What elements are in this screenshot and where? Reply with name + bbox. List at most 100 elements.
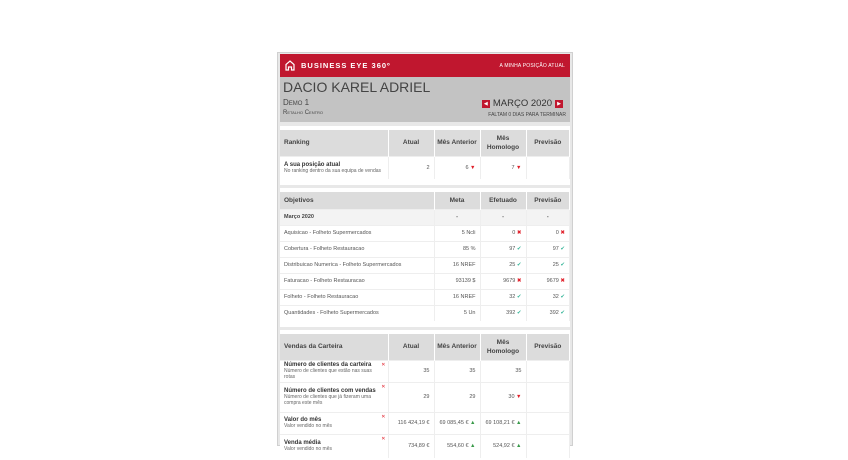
- col-atual: Atual: [388, 130, 435, 156]
- previsao-value: [526, 411, 570, 434]
- metric-subtitle: Número de clientes que estão nas suas ro…: [284, 368, 372, 380]
- efetuado-cell: 0 ✖: [480, 224, 527, 241]
- metric-cell: Número de clientes com vendas Número de c…: [280, 381, 389, 412]
- col-previsao: Previsão: [526, 130, 570, 156]
- table-row: A sua posição atual No ranking dentro da …: [280, 155, 570, 179]
- check-icon: ✔: [558, 294, 565, 300]
- home-icon: [285, 60, 295, 71]
- anterior-cell: 35: [434, 359, 481, 382]
- cross-icon: ✖: [515, 230, 522, 236]
- table-row: Cobertura - Folheto Restauracao 85 % 97 ✔ 9…: [280, 240, 570, 257]
- objective-label: Cobertura - Folheto Restauracao: [280, 240, 435, 257]
- metric-subtitle: Número de clientes que já fizeram uma co…: [284, 394, 371, 406]
- days-remaining: FALTAM 0 DIAS PARA TERMINAR: [488, 112, 566, 118]
- user-group: Demo 1: [283, 98, 310, 107]
- objective-label: Faturacao - Folheto Restauracao: [280, 272, 435, 289]
- col-previsao: Previsão: [526, 192, 570, 209]
- previsao-cell: 32 ✔: [526, 288, 570, 305]
- ranking-section: Ranking Atual Mês Anterior Mês Homologo …: [280, 126, 570, 185]
- table-row: Folheto - Folheto Restauracao 16 NREF 32 ✔…: [280, 288, 570, 305]
- meta-value: 93139 $: [434, 272, 481, 289]
- user-area: Retalho Centro: [283, 110, 324, 116]
- homologo-cell: 30 ▼: [480, 381, 527, 412]
- brand[interactable]: BUSINESS EYE 360º: [285, 60, 391, 71]
- ranking-table: Ranking Atual Mês Anterior Mês Homologo …: [280, 130, 570, 179]
- efetuado-value: 32: [509, 294, 516, 300]
- col-mes-anterior: Mês Anterior: [434, 334, 481, 360]
- table-row: Valor do mês Valor vendido no mês ✕ 116 424…: [280, 411, 570, 434]
- efetuado-value: 0: [512, 230, 516, 236]
- check-icon: ✔: [515, 262, 522, 268]
- previsao-cell: 392 ✔: [526, 304, 570, 321]
- my-position-link[interactable]: A MINHA POSIÇÃO ATUAL: [499, 62, 565, 69]
- table-row: Número de clientes da carteira Número de …: [280, 359, 570, 382]
- anterior-value: 69 085,45 €: [439, 420, 469, 426]
- homologo-value: 524,92 €: [493, 443, 515, 450]
- col-mes-anterior: Mês Anterior: [434, 130, 481, 156]
- col-ranking: Ranking: [280, 130, 389, 156]
- trend-up-icon: ▲: [514, 443, 522, 450]
- atual-value: 116 424,19 €: [388, 411, 435, 434]
- table-row: Faturacao - Folheto Restauracao 93139 $96…: [280, 272, 570, 289]
- next-month-button[interactable]: ▶: [555, 99, 563, 108]
- meta-value: 5 Ncli: [434, 224, 481, 241]
- objective-label: Folheto - Folheto Restauracao: [280, 288, 435, 305]
- previsao-value: 9679: [546, 278, 559, 284]
- trend-down-icon: ▼: [514, 394, 522, 400]
- cross-icon: ✖: [558, 278, 565, 284]
- period-label: Março 2020: [280, 208, 435, 225]
- trend-up-icon: ▲: [468, 443, 476, 450]
- metric-cell: Número de clientes da carteira Número de …: [280, 359, 389, 382]
- table-row: Distribuicao Numerica - Folheto Supermer…: [280, 256, 570, 273]
- metric-cell: Valor do mês Valor vendido no mês ✕: [280, 411, 389, 434]
- previsao-value: [526, 359, 570, 382]
- efetuado-cell: 25 ✔: [480, 256, 527, 273]
- prev-month-button[interactable]: ◀: [481, 99, 490, 108]
- anterior-value: 29: [469, 394, 476, 400]
- homologo-value: 7: [511, 164, 515, 171]
- efetuado-cell: 32 ✔: [480, 288, 527, 305]
- efetuado-cell: 9679 ✖: [480, 272, 527, 289]
- trend-up-icon: ▲: [468, 420, 476, 426]
- trend-down-icon: ▼: [516, 164, 522, 171]
- anterior-cell: 69 085,45 € ▲: [434, 411, 481, 434]
- anterior-value: 35: [469, 368, 476, 374]
- col-vendas: Vendas da Carteira: [280, 334, 389, 360]
- vendas-table: Vendas da Carteira Atual Mês Anterior Mê…: [280, 334, 570, 458]
- check-icon: ✔: [558, 246, 565, 252]
- anterior-value: 6: [465, 164, 469, 171]
- objetivos-section: Objetivos Meta Efetuado Previsão Março 2…: [280, 188, 570, 327]
- anterior-cell: 29: [434, 381, 481, 412]
- efetuado-value: 25: [509, 262, 516, 268]
- previsao-value: 0: [555, 230, 559, 236]
- previsao-cell: 25 ✔: [526, 256, 570, 273]
- objetivos-table: Objetivos Meta Efetuado Previsão Março 2…: [280, 192, 570, 321]
- top-bar: BUSINESS EYE 360º A MINHA POSIÇÃO ATUAL: [280, 54, 570, 77]
- efetuado-value: 392: [506, 310, 516, 317]
- table-row: Venda média Valor vendido no mês ✕ 734,89 €…: [280, 433, 570, 458]
- check-icon: ✔: [515, 310, 522, 317]
- atual-value: 35: [388, 359, 435, 382]
- efetuado-cell: 392 ✔: [480, 304, 527, 321]
- col-previsao: Previsão: [526, 334, 570, 360]
- homologo-cell: 7 ▼: [480, 155, 527, 179]
- app-panel: BUSINESS EYE 360º A MINHA POSIÇÃO ATUAL …: [277, 52, 573, 460]
- previsao-cell: 97 ✔: [526, 240, 570, 257]
- objective-label: Quantidades - Folheto Supermercados: [280, 304, 435, 321]
- alert-mark-icon: ✕: [381, 413, 386, 420]
- previsao-value: [526, 381, 570, 412]
- user-name: DACIO KAREL ADRIEL: [283, 79, 431, 95]
- period-previsao: -: [526, 208, 570, 225]
- homologo-cell: 69 108,21 € ▲: [480, 411, 527, 434]
- anterior-value: 554,60 €: [447, 443, 469, 450]
- previsao-value: 25: [552, 262, 559, 268]
- previsao-cell: 0 ✖: [526, 224, 570, 241]
- table-row: Número de clientes com vendas Número de c…: [280, 381, 570, 412]
- meta-value: 5 Un: [434, 304, 481, 321]
- previsao-cell: 9679 ✖: [526, 272, 570, 289]
- metric-cell: Venda média Valor vendido no mês ✕: [280, 433, 389, 458]
- metric-title: Venda média: [284, 440, 321, 447]
- cross-icon: ✖: [515, 278, 522, 284]
- efetuado-value: 97: [509, 246, 516, 252]
- brand-title: BUSINESS EYE 360º: [301, 61, 391, 70]
